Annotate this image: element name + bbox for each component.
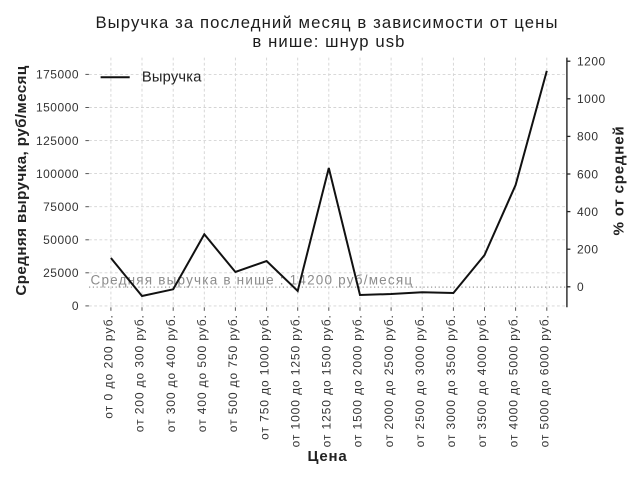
svg-text:800: 800 [577, 130, 599, 144]
svg-text:125000: 125000 [36, 134, 79, 148]
svg-text:от 3500 до 4000 руб.: от 3500 до 4000 руб. [475, 314, 489, 447]
svg-text:400: 400 [577, 205, 599, 219]
svg-text:в нише: шнур usb: в нише: шнур usb [252, 32, 405, 51]
svg-text:50000: 50000 [43, 233, 79, 247]
svg-text:Средняя выручка, руб/месяц: Средняя выручка, руб/месяц [13, 65, 30, 295]
svg-text:от 0 до 200 руб.: от 0 до 200 руб. [102, 314, 116, 419]
svg-text:% от средней: % от средней [611, 125, 628, 235]
svg-text:от 1250 до 1500 руб.: от 1250 до 1500 руб. [320, 314, 334, 447]
svg-text:25000: 25000 [43, 266, 79, 280]
svg-text:1200: 1200 [577, 55, 606, 69]
svg-text:от 1500 до 2000 руб.: от 1500 до 2000 руб. [351, 314, 365, 447]
svg-text:0: 0 [72, 299, 79, 313]
svg-text:175000: 175000 [36, 68, 79, 82]
svg-text:Выручка за последний месяц в з: Выручка за последний месяц в зависимости… [95, 13, 558, 32]
svg-text:от 1000 до 1250 руб.: от 1000 до 1250 руб. [288, 314, 302, 447]
svg-text:150000: 150000 [36, 101, 79, 115]
svg-text:от 2000 до 2500 руб.: от 2000 до 2500 руб. [382, 314, 396, 447]
svg-text:от 300 до 400 руб.: от 300 до 400 руб. [164, 314, 178, 432]
svg-text:600: 600 [577, 167, 599, 181]
svg-text:Выручка: Выручка [142, 70, 202, 86]
svg-text:от 750 до 1000 руб.: от 750 до 1000 руб. [257, 314, 271, 440]
svg-text:от 3000 до 3500 руб.: от 3000 до 3500 руб. [444, 314, 458, 447]
svg-text:от 4000 до 5000 руб.: от 4000 до 5000 руб. [506, 314, 520, 447]
svg-text:1000: 1000 [577, 92, 606, 106]
svg-text:Средняя выручка в нише : 14200: Средняя выручка в нише : 14200 руб/месяц [91, 272, 414, 287]
svg-text:от 500 до 750 руб.: от 500 до 750 руб. [226, 314, 240, 432]
svg-text:75000: 75000 [43, 200, 79, 214]
svg-text:от 200 до 300 руб.: от 200 до 300 руб. [133, 314, 147, 432]
svg-text:100000: 100000 [36, 167, 79, 181]
svg-text:от 2500 до 3000 руб.: от 2500 до 3000 руб. [413, 314, 427, 447]
svg-text:от 400 до 500 руб.: от 400 до 500 руб. [195, 314, 209, 432]
svg-text:0: 0 [577, 280, 584, 294]
svg-text:200: 200 [577, 243, 599, 257]
svg-text:Цена: Цена [307, 448, 347, 465]
svg-text:от 5000 до 6000 руб.: от 5000 до 6000 руб. [538, 314, 552, 447]
